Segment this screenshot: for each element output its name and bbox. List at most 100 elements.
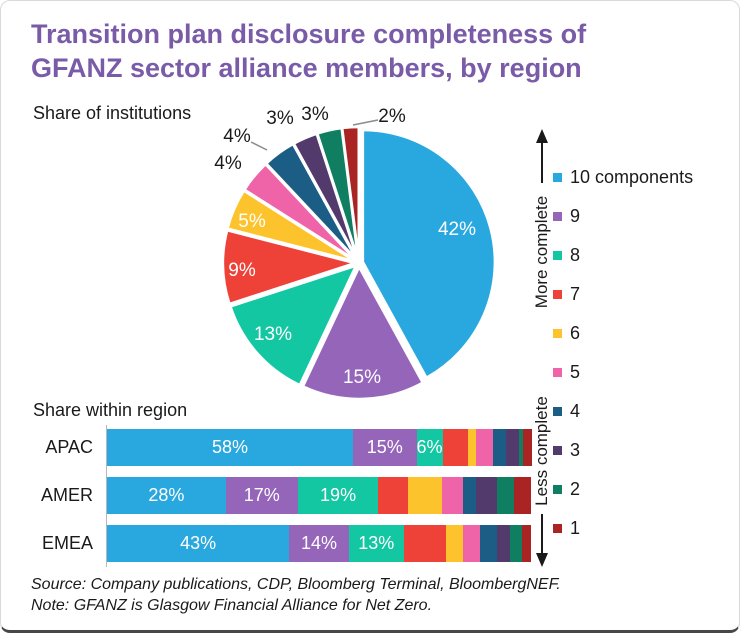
bar-segment-EMEA-6: [446, 525, 464, 562]
bar-segment-AMER-6: [408, 477, 442, 514]
bar-segment-APAC-9: 15%: [352, 429, 417, 466]
bar-category-EMEA: EMEA: [41, 533, 93, 553]
bar-segment-EMEA-9: 14%: [289, 525, 349, 562]
legend-label: 3: [570, 439, 581, 460]
legend-swatch-icon: [553, 367, 562, 377]
legend-swatch-icon: [553, 484, 562, 494]
bar-segment-APAC-7: [442, 429, 468, 466]
legend-swatch-icon: [553, 250, 562, 260]
more-complete-arrow-icon: [536, 129, 548, 183]
pie-slice-2: [316, 126, 360, 261]
legend-item-8: 8: [553, 243, 580, 267]
note-line: Note: GFANZ is Glasgow Financial Allianc…: [31, 597, 433, 614]
bar-segment-label: 28%: [148, 485, 185, 505]
chart-title: Transition plan disclosure completeness …: [31, 19, 587, 83]
bar-row-AMER: 28% 17% 19%: [107, 477, 531, 514]
less-complete-label: Less complete: [532, 396, 551, 506]
legend-label: 6: [570, 322, 581, 343]
bar-segment-APAC-5: [476, 429, 494, 466]
legend-label: 8: [570, 244, 581, 265]
legend-swatch-icon: [553, 289, 562, 299]
bar-row-EMEA: 43% 14% 13%: [107, 525, 531, 562]
legend-swatch-icon: [553, 445, 562, 455]
bar-segment-EMEA-2: [509, 525, 523, 562]
pie-label-4: 4%: [223, 126, 251, 147]
bar-segment-label: 19%: [320, 485, 357, 505]
bar-segment-label: 13%: [358, 533, 395, 553]
legend-swatch-icon: [553, 523, 562, 533]
legend-item-1: 1: [553, 516, 580, 540]
pie-label-6: 5%: [238, 211, 266, 232]
bar-segment-AMER-1: [513, 477, 531, 514]
bar-segment-EMEA-3: [497, 525, 510, 562]
bar-segment-label: 17%: [243, 485, 280, 505]
bar-segment-label: 15%: [366, 437, 403, 457]
legend-label: 4: [570, 400, 581, 421]
bar-segment-AMER-9: 17%: [225, 477, 298, 514]
bar-segment-AMER-10-components: 28%: [107, 477, 226, 514]
less-complete-arrow-icon: [536, 514, 548, 567]
pie-label-5: 4%: [214, 153, 242, 174]
pie-slice-4: [265, 142, 358, 262]
pie-label-9: 15%: [342, 367, 382, 388]
bar-segment-label: 14%: [300, 533, 337, 553]
bar-segment-APAC-1: [523, 429, 532, 466]
legend: 10 components 9 8 7 6 5 4 3 2 1: [553, 1, 738, 561]
bar-segment-AMER-2: [497, 477, 514, 514]
legend-label: 2: [570, 478, 581, 499]
bar-axis-line: [106, 425, 107, 567]
pie-slice-1: [340, 125, 360, 261]
legend-label: 1: [570, 517, 581, 538]
bar-segment-APAC-2: [518, 429, 524, 466]
bar-segment-EMEA-7: [403, 525, 447, 562]
legend-swatch-icon: [553, 328, 562, 338]
legend-item-9: 9: [553, 204, 580, 228]
bar-segment-APAC-4: [493, 429, 507, 466]
bar-segment-AMER-7: [378, 477, 409, 514]
pie-label-7: 9%: [228, 260, 256, 281]
bar-segment-EMEA-5: [463, 525, 481, 562]
bar-segment-EMEA-4: [480, 525, 498, 562]
legend-swatch-icon: [553, 211, 562, 221]
legend-item-3: 3: [553, 438, 580, 462]
bar-category-AMER: AMER: [40, 485, 93, 505]
legend-item-2: 2: [553, 477, 580, 501]
pie-label-10-components: 42%: [437, 219, 477, 240]
pie-label-3: 3%: [266, 108, 294, 129]
pie-label-8: 13%: [253, 324, 293, 345]
legend-item-4: 4: [553, 399, 580, 423]
pie-slice-10-components: [361, 128, 497, 379]
legend-label: 5: [570, 361, 581, 382]
bar-row-APAC: 58% 15% 6%: [107, 429, 532, 466]
legend-item-7: 7: [553, 282, 580, 306]
bar-segment-EMEA-1: [522, 525, 531, 562]
bar-segment-AMER-3: [475, 477, 498, 514]
bar-segment-APAC-6: [467, 429, 477, 466]
pie-section-heading: Share of institutions: [33, 103, 192, 123]
bar-segment-EMEA-10-components: 43%: [107, 525, 290, 562]
bar-segment-AMER-5: [441, 477, 464, 514]
bar-category-APAC: APAC: [45, 437, 93, 457]
legend-item-10-components: 10 components: [553, 165, 693, 189]
legend-label: 9: [570, 205, 581, 226]
source-line: Source: Company publications, CDP, Bloom…: [31, 576, 561, 593]
more-complete-label: More complete: [532, 195, 551, 309]
bar-segment-label: 58%: [211, 437, 248, 457]
bar-segment-AMER-4: [463, 477, 476, 514]
legend-swatch-icon: [553, 172, 562, 182]
legend-swatch-icon: [553, 406, 562, 416]
bar-section-heading: Share within region: [33, 400, 188, 420]
pie-slice-3: [292, 132, 359, 261]
legend-item-6: 6: [553, 321, 580, 345]
leader-line-4pct: [250, 141, 268, 151]
pie-label-1: 2%: [378, 106, 406, 127]
pie-slice-8: [229, 264, 358, 387]
pie-label-2: 3%: [301, 104, 329, 125]
bar-segment-APAC-10-components: 58%: [107, 429, 353, 466]
bar-segment-APAC-8: 6%: [416, 429, 443, 466]
bar-segment-AMER-8: 19%: [297, 477, 379, 514]
bar-segment-APAC-3: [506, 429, 519, 466]
bar-segment-label: 6%: [416, 437, 443, 457]
footer: Source: Company publications, CDP, Bloom…: [31, 574, 561, 616]
